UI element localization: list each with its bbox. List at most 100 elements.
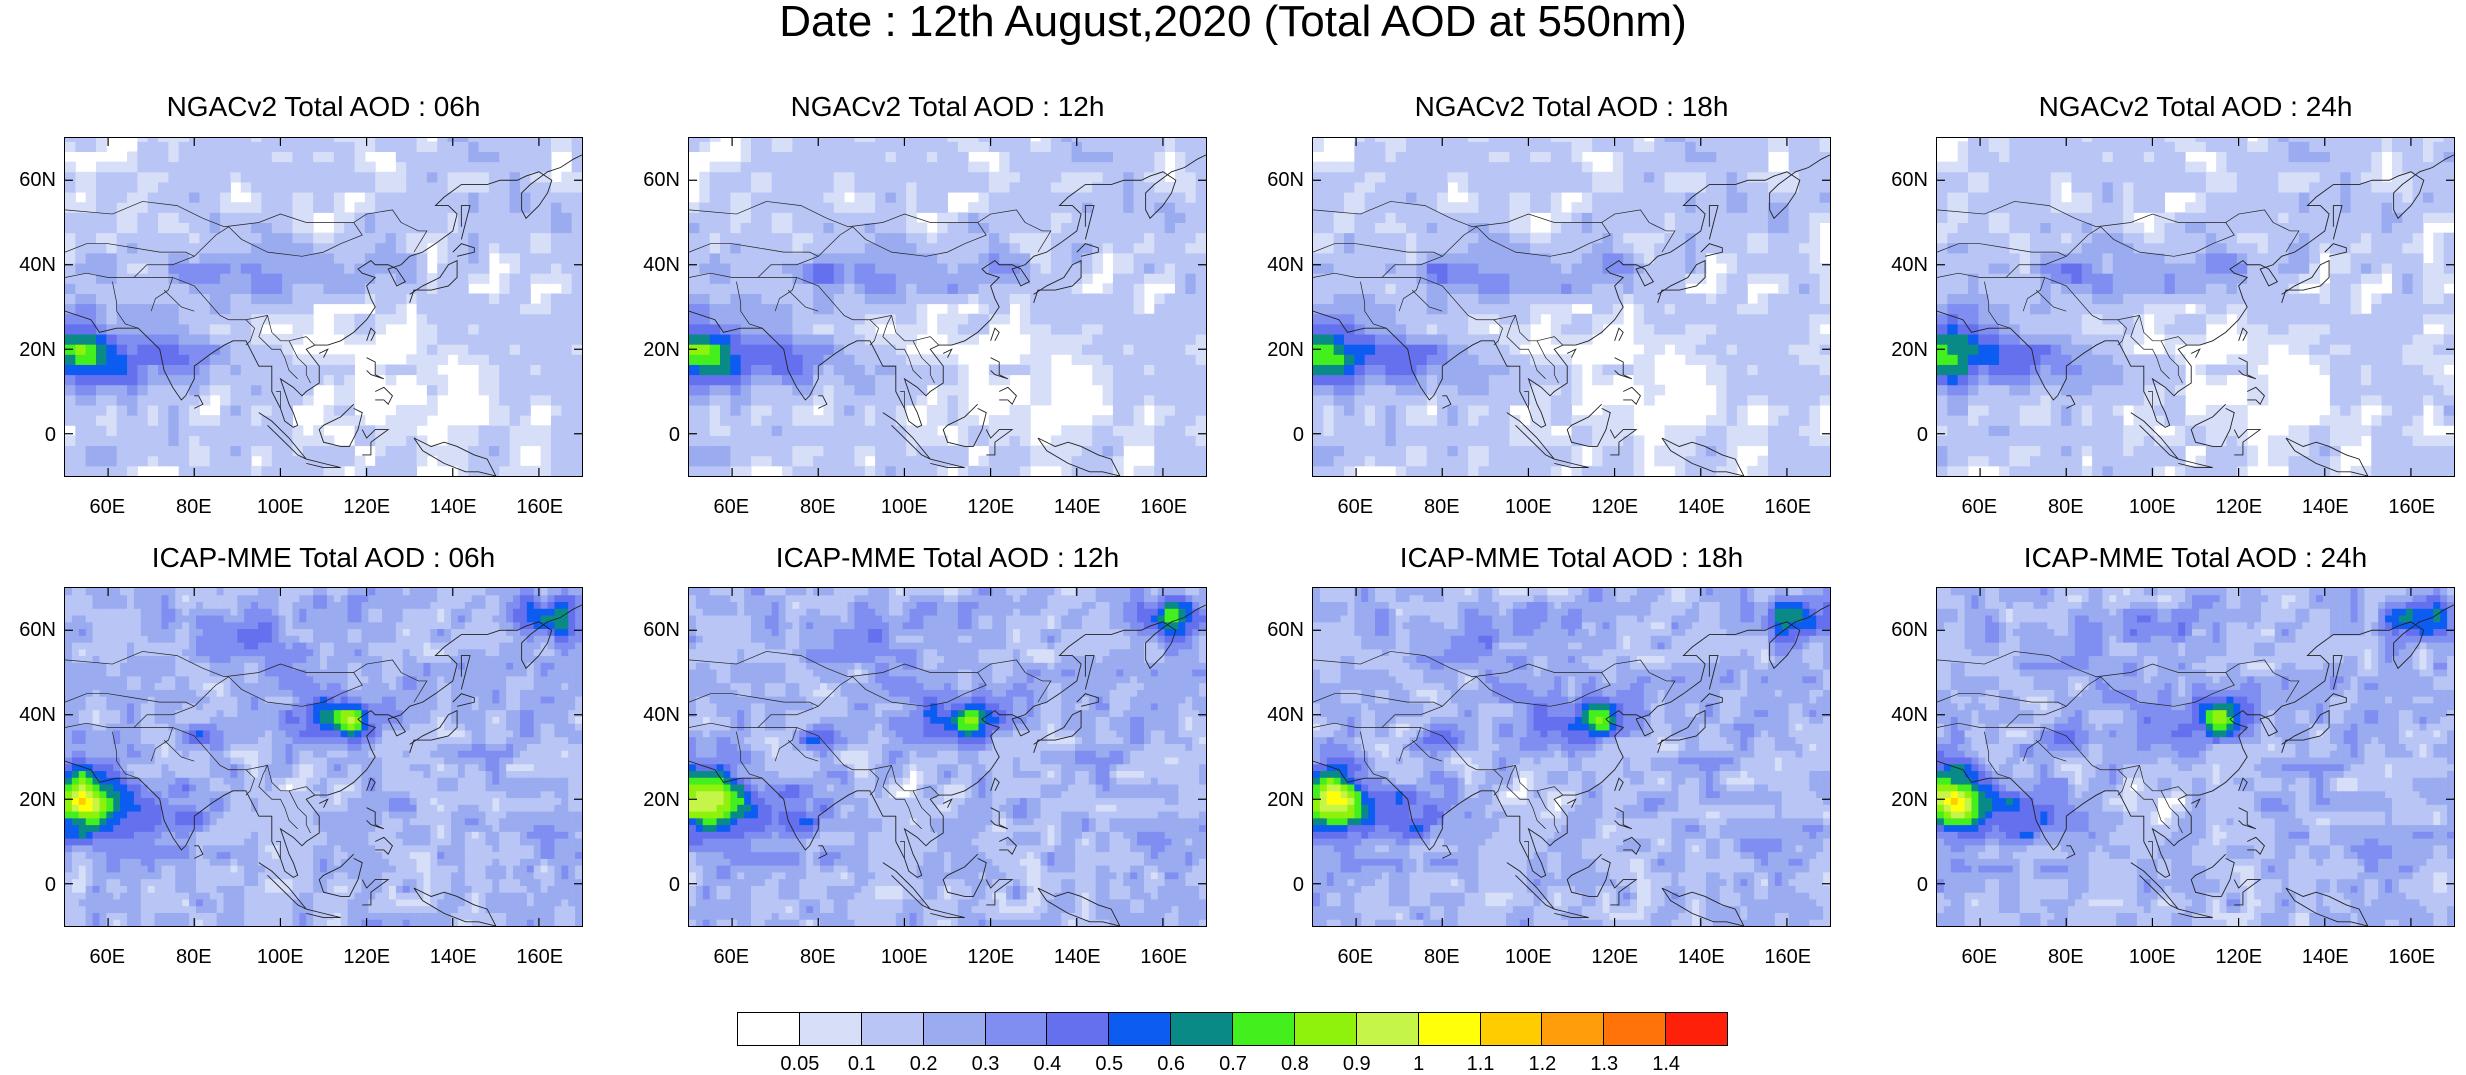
aod-cell bbox=[730, 364, 741, 375]
aod-cell bbox=[1778, 395, 1789, 406]
aod-cell bbox=[689, 446, 700, 457]
aod-cell bbox=[1030, 385, 1041, 396]
aod-cell bbox=[468, 293, 479, 304]
aod-cell bbox=[1675, 324, 1686, 335]
aod-cell bbox=[199, 314, 210, 325]
aod-cell bbox=[741, 456, 752, 467]
aod-cell bbox=[896, 172, 907, 183]
aod-cell bbox=[1989, 212, 2000, 223]
aod-cell bbox=[1447, 304, 1458, 315]
aod-cell bbox=[1758, 223, 1769, 234]
aod-cell bbox=[510, 233, 521, 244]
aod-cell bbox=[885, 385, 896, 396]
aod-cell bbox=[1958, 334, 1969, 345]
aod-cell bbox=[458, 446, 469, 457]
aod-cell bbox=[292, 212, 303, 223]
aod-cell bbox=[885, 425, 896, 436]
aod-cell bbox=[968, 425, 979, 436]
aod-cell bbox=[1520, 243, 1531, 254]
aod-cell bbox=[189, 202, 200, 213]
aod-cell bbox=[989, 233, 1000, 244]
aod-cell bbox=[1809, 324, 1820, 335]
aod-cell bbox=[896, 364, 907, 375]
aod-cell bbox=[406, 152, 417, 163]
aod-cell bbox=[230, 466, 241, 476]
aod-cell bbox=[1416, 172, 1427, 183]
aod-cell bbox=[272, 253, 283, 264]
aod-cell bbox=[1530, 233, 1541, 244]
aod-cell bbox=[210, 293, 221, 304]
aod-cell bbox=[1134, 172, 1145, 183]
aod-cell bbox=[1385, 364, 1396, 375]
aod-cell bbox=[1947, 182, 1958, 193]
aod-cell bbox=[927, 263, 938, 274]
aod-cell bbox=[179, 263, 190, 274]
aod-cell bbox=[520, 405, 531, 416]
aod-cell bbox=[1540, 385, 1551, 396]
aod-cell bbox=[1092, 152, 1103, 163]
aod-cell bbox=[1185, 243, 1196, 254]
aod-cell bbox=[292, 253, 303, 264]
aod-cell bbox=[885, 182, 896, 193]
aod-cell bbox=[75, 466, 86, 476]
aod-cell bbox=[1385, 314, 1396, 325]
aod-cell bbox=[127, 415, 138, 426]
aod-cell bbox=[1010, 141, 1021, 152]
aod-cell bbox=[189, 456, 200, 467]
aod-cell bbox=[1968, 182, 1979, 193]
aod-cell bbox=[1937, 364, 1948, 375]
aod-cell bbox=[823, 162, 834, 173]
aod-cell bbox=[1572, 212, 1583, 223]
aod-cell bbox=[761, 425, 772, 436]
aod-cell bbox=[1334, 223, 1345, 234]
aod-cell bbox=[106, 456, 117, 467]
aod-cell bbox=[499, 415, 510, 426]
y-tick-label: 0 bbox=[12, 425, 56, 445]
aod-cell bbox=[1020, 192, 1031, 203]
aod-cell bbox=[710, 202, 721, 213]
aod-cell bbox=[916, 223, 927, 234]
aod-cell bbox=[1313, 435, 1324, 446]
aod-cell bbox=[710, 283, 721, 294]
aod-cell bbox=[292, 304, 303, 315]
aod-cell bbox=[210, 425, 221, 436]
aod-cell bbox=[699, 385, 710, 396]
aod-cell bbox=[730, 182, 741, 193]
aod-cell bbox=[896, 314, 907, 325]
aod-cell bbox=[1396, 344, 1407, 355]
aod-cell bbox=[1968, 202, 1979, 213]
aod-cell bbox=[1937, 466, 1948, 476]
aod-cell bbox=[813, 233, 824, 244]
aod-cell bbox=[1540, 395, 1551, 406]
aod-cell bbox=[1082, 233, 1093, 244]
aod-cell bbox=[303, 212, 314, 223]
aod-cell bbox=[1427, 223, 1438, 234]
aod-cell bbox=[1196, 375, 1206, 386]
aod-cell bbox=[813, 162, 824, 173]
aod-cell bbox=[479, 273, 490, 284]
aod-cell bbox=[324, 192, 335, 203]
aod-cell bbox=[803, 405, 814, 416]
aod-cell bbox=[710, 466, 721, 476]
aod-cell bbox=[1334, 385, 1345, 396]
aod-cell bbox=[334, 253, 345, 264]
aod-cell bbox=[1406, 233, 1417, 244]
aod-cell bbox=[168, 415, 179, 426]
aod-cell bbox=[1789, 344, 1800, 355]
aod-cell bbox=[189, 223, 200, 234]
aod-cell bbox=[199, 263, 210, 274]
aod-cell bbox=[282, 405, 293, 416]
aod-cell bbox=[1365, 263, 1376, 274]
aod-cell bbox=[1489, 182, 1500, 193]
aod-cell bbox=[730, 233, 741, 244]
aod-cell bbox=[1113, 263, 1124, 274]
aod-cell bbox=[106, 364, 117, 375]
aod-cell bbox=[520, 395, 531, 406]
aod-cell bbox=[1799, 283, 1810, 294]
aod-cell bbox=[168, 375, 179, 386]
aod-cell bbox=[1458, 243, 1469, 254]
aod-cell bbox=[1468, 293, 1479, 304]
aod-cell bbox=[968, 172, 979, 183]
aod-cell bbox=[251, 425, 262, 436]
aod-cell bbox=[834, 253, 845, 264]
